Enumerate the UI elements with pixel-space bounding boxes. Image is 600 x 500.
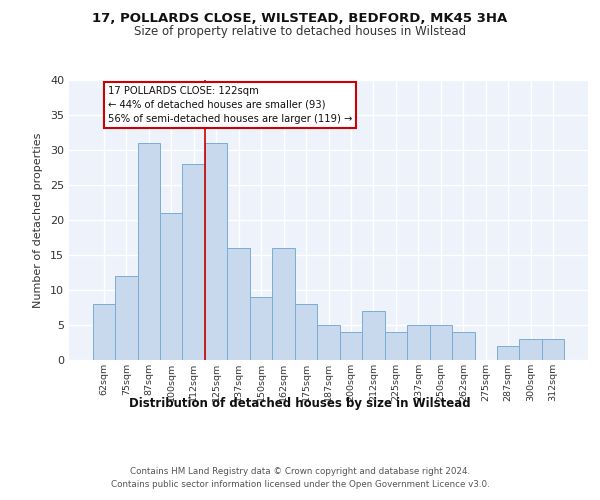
Bar	[115, 276, 137, 360]
Bar	[250, 297, 272, 360]
Bar	[272, 248, 295, 360]
Text: Contains HM Land Registry data © Crown copyright and database right 2024.: Contains HM Land Registry data © Crown c…	[130, 468, 470, 476]
Text: 17, POLLARDS CLOSE, WILSTEAD, BEDFORD, MK45 3HA: 17, POLLARDS CLOSE, WILSTEAD, BEDFORD, M…	[92, 12, 508, 26]
Bar	[295, 304, 317, 360]
Text: Distribution of detached houses by size in Wilstead: Distribution of detached houses by size …	[129, 398, 471, 410]
Bar	[520, 339, 542, 360]
Bar	[92, 304, 115, 360]
Bar	[430, 325, 452, 360]
Text: Contains public sector information licensed under the Open Government Licence v3: Contains public sector information licen…	[110, 480, 490, 489]
Bar	[362, 311, 385, 360]
Bar	[542, 339, 565, 360]
Bar	[205, 143, 227, 360]
Bar	[137, 143, 160, 360]
Bar	[452, 332, 475, 360]
Y-axis label: Number of detached properties: Number of detached properties	[33, 132, 43, 308]
Text: Size of property relative to detached houses in Wilstead: Size of property relative to detached ho…	[134, 25, 466, 38]
Bar	[160, 213, 182, 360]
Text: 17 POLLARDS CLOSE: 122sqm
← 44% of detached houses are smaller (93)
56% of semi-: 17 POLLARDS CLOSE: 122sqm ← 44% of detac…	[108, 86, 352, 124]
Bar	[227, 248, 250, 360]
Bar	[385, 332, 407, 360]
Bar	[182, 164, 205, 360]
Bar	[340, 332, 362, 360]
Bar	[317, 325, 340, 360]
Bar	[407, 325, 430, 360]
Bar	[497, 346, 520, 360]
